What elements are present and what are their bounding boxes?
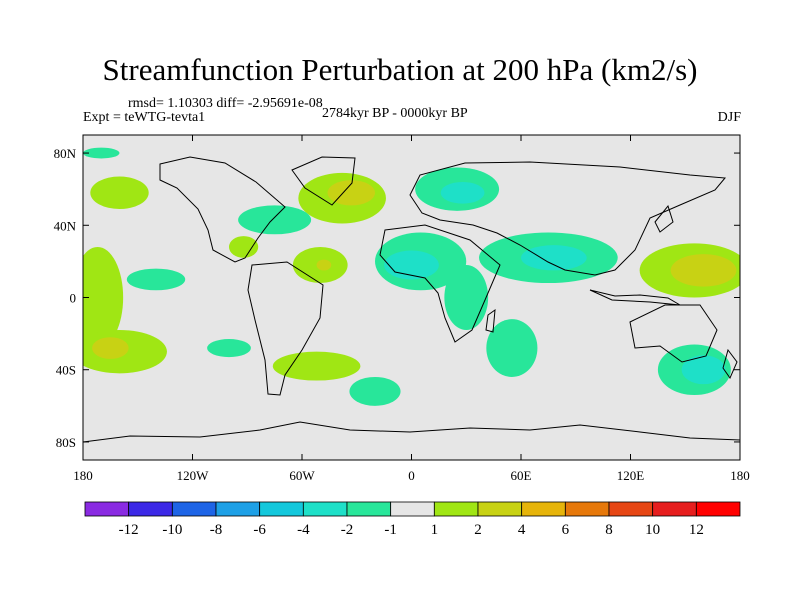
period-label: 2784kyr BP - 0000kyr BP	[322, 106, 468, 121]
colorbar-swatch	[433, 501, 479, 517]
colorbar-swatch	[521, 501, 566, 517]
anomaly-caribbean-core	[316, 259, 332, 271]
colorbar-swatch	[128, 501, 173, 517]
colorbar-swatch	[84, 501, 130, 517]
anomaly-pacific-negative	[126, 268, 186, 291]
colorbar-swatch	[608, 501, 654, 517]
coast-north-america	[159, 156, 286, 263]
coast-south-america	[247, 261, 324, 396]
x-tick-label: 60E	[511, 468, 532, 483]
x-tick-label: 120E	[617, 468, 645, 483]
colorbar-swatch	[215, 501, 261, 517]
x-tick-label: 180	[73, 468, 93, 483]
y-tick-label: 40N	[54, 218, 77, 233]
colorbar-label: -8	[210, 522, 223, 538]
anomaly-south-atlantic-negative	[349, 376, 401, 406]
anomaly-east-africa-negative	[444, 265, 489, 330]
x-tick-label: 0	[408, 468, 415, 483]
colorbar-label: -4	[297, 522, 310, 538]
coast-indonesia	[589, 289, 681, 306]
anomaly-south-pacific-negative	[207, 339, 251, 358]
colorbar-label: 8	[605, 522, 613, 538]
colorbar-label: -12	[119, 522, 139, 538]
anomaly-pacific-northwest-negative	[83, 147, 120, 159]
y-tick-label: 80S	[56, 435, 76, 450]
coast-africa	[379, 224, 501, 343]
map-background	[83, 135, 740, 460]
colorbar-swatch	[477, 501, 523, 517]
x-tick-label: 60W	[289, 468, 315, 483]
colorbar-swatch	[390, 501, 435, 517]
anomaly-north-america-negative	[238, 205, 312, 235]
x-tick-label: 180	[730, 468, 750, 483]
coast-greenland	[291, 156, 356, 206]
x-tick-label: 120W	[177, 468, 210, 483]
colorbar-label: 6	[562, 522, 570, 538]
colorbar-label: 10	[645, 522, 660, 538]
colorbar-label: 4	[518, 522, 526, 538]
colorbar-swatch	[652, 501, 697, 517]
anomaly-europe-core	[440, 181, 485, 204]
anomaly-asia-core	[521, 245, 587, 271]
colorbar-swatch	[259, 501, 304, 517]
colorbar-label: 12	[689, 522, 704, 538]
chart-title: Streamfunction Perturbation at 200 hPa (…	[102, 52, 698, 87]
colorbar-swatch	[346, 501, 392, 517]
y-tick-label: 40S	[56, 363, 76, 378]
colorbar-swatch	[564, 501, 610, 517]
anomaly-south-america-positive	[272, 351, 361, 381]
anomaly-east-pacific-positive	[83, 246, 124, 349]
y-tick-label: 0	[70, 291, 77, 306]
y-tick-label: 80N	[54, 146, 77, 161]
coast-madagascar	[485, 308, 496, 333]
anomaly-australia-core	[681, 355, 726, 385]
season-label: DJF	[717, 110, 741, 125]
colorbar-label: 1	[431, 522, 439, 538]
experiment-label: Expt = teWTG-tevta1	[83, 110, 206, 125]
anomaly-south-indian-negative	[486, 319, 538, 377]
rmsd-stats: rmsd= 1.10303 diff= -2.95691e-08	[128, 96, 323, 111]
coast-eurasia	[409, 161, 726, 276]
colorbar-label: -2	[341, 522, 354, 538]
anomaly-north-atlantic-core	[327, 180, 375, 206]
anomaly-north-pacific-positive	[90, 176, 149, 210]
coast-antarctica	[83, 421, 740, 443]
colorbar-swatch	[695, 501, 741, 517]
anomaly-gulf-positive	[229, 236, 259, 258]
colorbar-label: 2	[474, 522, 482, 538]
colorbar-swatch	[302, 501, 348, 517]
colorbar-label: -10	[162, 522, 182, 538]
coast-japan	[654, 204, 674, 233]
coast-new-zealand	[722, 348, 738, 380]
anomaly-west-pacific-core	[670, 254, 737, 287]
colorbar-label: -6	[253, 522, 266, 538]
colorbar-swatch	[171, 501, 217, 517]
colorbar-label: -1	[384, 522, 397, 538]
anomaly-south-pacific-core	[92, 337, 129, 359]
